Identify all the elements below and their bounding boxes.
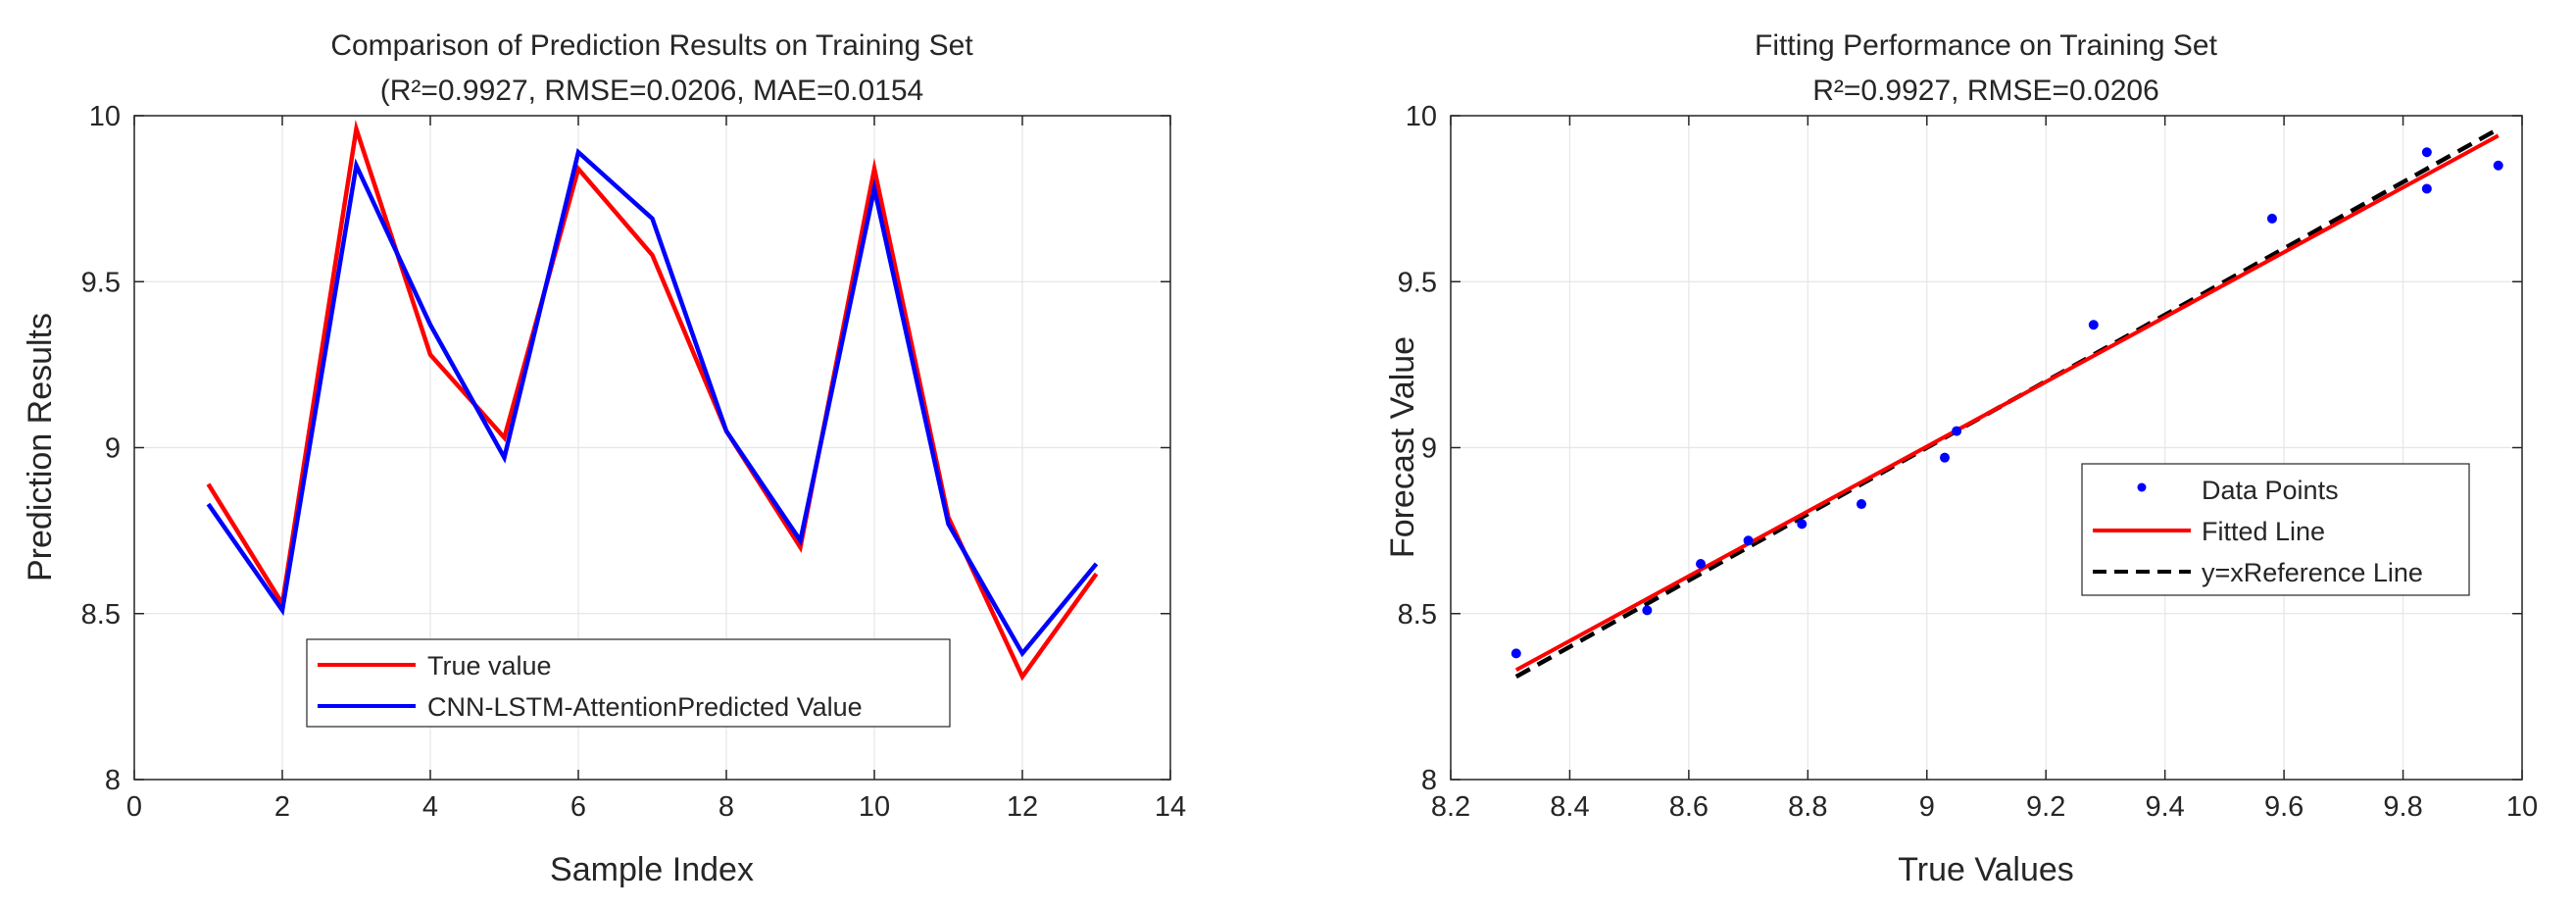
- data-point: [1939, 452, 1950, 463]
- x-tick-label: 8: [718, 791, 734, 823]
- x-tick-label: 8.4: [1550, 791, 1589, 823]
- y-tick-label: 8: [1421, 765, 1437, 796]
- data-point: [1743, 535, 1754, 546]
- x-tick-label: 8.2: [1431, 791, 1470, 823]
- data-point: [1511, 648, 1521, 659]
- data-point: [2088, 320, 2099, 330]
- prediction-comparison-chart: 0 2 4 6 8 10 12 14 8 8.5 9 9.5 10 Comparison of Pred…: [22, 29, 1186, 888]
- legend-label-predicted-value: CNN-LSTM-AttentionPredicted Value: [427, 692, 863, 722]
- left-chart-title: Comparison of Prediction Results on Trai…: [330, 29, 973, 62]
- data-point: [2421, 147, 2432, 158]
- fitting-performance-chart: 8.2 8.4 8.6 8.8 9 9.2 9.4 9.6 9.8 10 8 8.5 9 9.5 10 Fi…: [1384, 29, 2538, 888]
- y-tick-label: 9.5: [1398, 267, 1437, 298]
- data-point: [1642, 605, 1653, 616]
- x-tick-label: 9.8: [2383, 791, 2422, 823]
- x-tick-label: 8.6: [1669, 791, 1709, 823]
- x-tick-label: 12: [1007, 791, 1038, 823]
- y-tick-label: 10: [89, 101, 121, 132]
- x-tick-label: 10: [859, 791, 890, 823]
- right-series: [1511, 126, 2503, 680]
- x-tick-label: 9.4: [2146, 791, 2185, 823]
- x-tick-label: 10: [2506, 791, 2538, 823]
- data-point: [2421, 183, 2432, 194]
- fitted-line: [1514, 133, 2500, 673]
- legend-label-fitted-line: Fitted Line: [2202, 517, 2325, 546]
- right-chart-subtitle: R²=0.9927, RMSE=0.0206: [1812, 75, 2159, 107]
- right-y-axis-label: Forecast Value: [1384, 336, 1421, 558]
- y-tick-label: 9: [105, 433, 121, 465]
- left-y-axis-label: Prediction Results: [22, 313, 59, 581]
- left-legend-box: [306, 638, 951, 728]
- left-legend: True value CNN-LSTM-AttentionPredicted V…: [306, 638, 951, 728]
- left-series: [206, 119, 1099, 682]
- y-tick-label: 8.5: [1398, 599, 1437, 631]
- right-legend: Data Points Fitted Line y=xReference Lin…: [2081, 463, 2470, 596]
- right-x-axis-label: True Values: [1898, 851, 2074, 888]
- data-point: [1797, 519, 1808, 530]
- y-tick-label: 9: [1421, 433, 1437, 465]
- x-tick-label: 6: [570, 791, 586, 823]
- data-point: [2266, 213, 2277, 224]
- x-tick-label: 9.6: [2264, 791, 2304, 823]
- left-tick-labels: 0 2 4 6 8 10 12 14 8 8.5 9 9.5 10: [81, 101, 1186, 823]
- data-point: [1856, 499, 1866, 510]
- data-point: [1696, 558, 1707, 569]
- right-tick-labels: 8.2 8.4 8.6 8.8 9 9.2 9.4 9.6 9.8 10 8 8.5 9 9.5 10: [1398, 101, 2538, 823]
- data-point: [2493, 160, 2503, 171]
- x-tick-label: 2: [274, 791, 290, 823]
- x-tick-label: 0: [126, 791, 142, 823]
- left-x-axis-label: Sample Index: [550, 851, 754, 888]
- legend-swatch-data-points: [2137, 482, 2147, 492]
- y-tick-label: 8.5: [81, 599, 121, 631]
- reference-line: [1514, 126, 2500, 680]
- legend-label-data-points: Data Points: [2202, 476, 2339, 505]
- data-point: [1952, 426, 1962, 436]
- left-chart-subtitle: (R²=0.9927, RMSE=0.0206, MAE=0.0154: [380, 75, 924, 107]
- legend-label-true-value: True value: [427, 651, 552, 681]
- legend-label-reference-line: y=xReference Line: [2202, 558, 2423, 587]
- right-chart-title: Fitting Performance on Training Set: [1755, 29, 2218, 62]
- x-tick-label: 8.8: [1788, 791, 1827, 823]
- y-tick-label: 10: [1406, 101, 1437, 132]
- x-tick-label: 9.2: [2026, 791, 2065, 823]
- x-tick-label: 14: [1155, 791, 1186, 823]
- x-tick-label: 4: [422, 791, 438, 823]
- predicted-value-line: [206, 148, 1099, 658]
- y-tick-label: 9.5: [81, 267, 121, 298]
- x-tick-label: 9: [1919, 791, 1935, 823]
- y-tick-label: 8: [105, 765, 121, 796]
